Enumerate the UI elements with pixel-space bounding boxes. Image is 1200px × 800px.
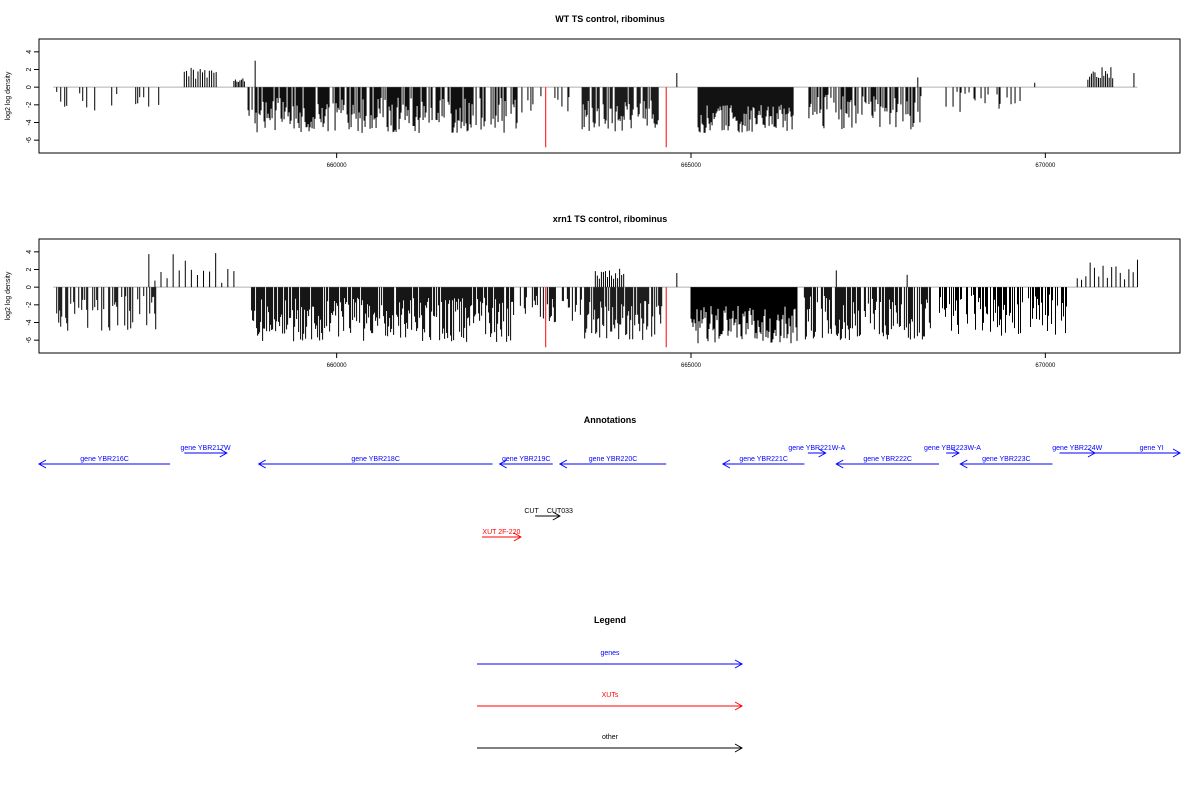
wt-y-tick-label: 4 [26, 50, 33, 54]
legend-item-xuts: XUTs [477, 692, 744, 711]
xrn1-y-tick-label: 4 [26, 250, 33, 254]
feature-track: gene YBR216C gene YBR217W gene YBR218C gene… [37, 445, 1182, 542]
xrn1-y-tick-label: -6 [26, 337, 33, 343]
feature-arrowhead [951, 448, 960, 458]
wt-x-tick-label: 670000 [1035, 163, 1056, 169]
feature-label: XUT 2F-220 [482, 529, 520, 536]
feature-arrowhead [1172, 448, 1182, 458]
feature-label: CUT033 [547, 508, 573, 515]
wt-highlight-bars [545, 87, 667, 148]
xrn1-y-axis: -6 -4 -2 0 2 4 [26, 250, 40, 343]
legend-item-other: other [477, 734, 744, 753]
feature-label: gene YBR217W [181, 445, 231, 452]
wt-y-axis: -6 -4 -2 0 2 4 [26, 50, 40, 143]
xrn1-track-title: xrn1 TS control, ribominus [553, 214, 668, 224]
wt-x-tick-label: 660000 [327, 163, 348, 169]
legend-label: genes [600, 650, 620, 657]
feature-label: gene YBR222C [863, 456, 912, 463]
feature-xut-2f-220: XUT 2F-220 [481, 529, 522, 542]
feature-gene-ybr221c: gene YBR221C [721, 456, 805, 469]
wt-y-axis-label: log2 log density [5, 71, 12, 120]
feature-label: gene YI [1140, 445, 1164, 452]
xrn1-y-tick-label: -4 [26, 319, 33, 325]
xrn1-y-tick-label: 0 [26, 285, 33, 289]
xrn1-x-tick-label: 670000 [1035, 363, 1056, 369]
feature-label: gene YBR223C [982, 456, 1031, 463]
feature-arrowhead [513, 532, 522, 542]
feature-gene-ybr222c: gene YBR222C [835, 456, 940, 469]
feature-cut033: CUT033 [535, 508, 573, 521]
wt-plot-frame [38, 38, 1181, 154]
xrn1-x-tick-label: 665000 [681, 363, 702, 369]
feature-gene-ybr218c: gene YBR218C [257, 456, 493, 469]
feature-gene-ybr223c: gene YBR223C [959, 456, 1053, 469]
legend-title: Legend [594, 615, 626, 625]
legend-panel: Legend genes XUTs other [477, 615, 744, 753]
xrn1-x-tick-label: 660000 [327, 363, 348, 369]
feature-arrowhead [734, 701, 744, 711]
feature-cut: CUT [524, 508, 539, 515]
wt-y-tick-label: -4 [26, 119, 33, 125]
xrn1-x-axis: 660000 665000 670000 [327, 353, 1056, 369]
wt-x-axis: 660000 665000 670000 [327, 153, 1056, 169]
feature-arrowhead [257, 459, 266, 469]
xrn1-highlight-bars [545, 287, 667, 348]
xrn1-y-tick-label: 2 [26, 267, 33, 271]
xrn1-y-axis-label: log2 log density [5, 271, 12, 320]
feature-arrowhead [734, 743, 744, 753]
feature-arrowhead [498, 459, 507, 469]
feature-gene-ybr216c: gene YBR216C [37, 456, 171, 469]
annotations-title: Annotations [584, 415, 637, 425]
feature-arrowhead [959, 459, 968, 469]
feature-label: gene YBR223W-A [924, 445, 981, 452]
legend-items: genes XUTs other [477, 650, 744, 753]
feature-gene-ybr217w: gene YBR217W [181, 445, 231, 458]
wt-track-panel: WT TS control, ribominus log2 log densit… [5, 14, 1181, 169]
wt-y-tick-label: -2 [26, 102, 33, 108]
feature-label: gene YBR218C [351, 456, 400, 463]
feature-gene-ybr219c: gene YBR219C [498, 456, 553, 469]
feature-label: gene YBR224W [1052, 445, 1102, 452]
wt-y-tick-label: 2 [26, 67, 33, 71]
feature-arrowhead [37, 459, 47, 469]
feature-label: gene YBR221C [739, 456, 788, 463]
feature-arrowhead [721, 459, 731, 469]
feature-gene-ybr224w: gene YBR224W [1052, 445, 1103, 458]
feature-arrowhead [219, 448, 228, 458]
xrn1-coverage-bars [56, 253, 1138, 344]
feature-gene-ybr221w-a: gene YBR221W-A [788, 445, 846, 458]
feature-arrowhead [734, 659, 744, 669]
wt-x-tick-label: 665000 [681, 163, 702, 169]
xrn1-y-tick-label: -2 [26, 302, 33, 308]
feature-gene-ybr220c: gene YBR220C [558, 456, 667, 469]
feature-label: CUT [524, 508, 539, 515]
feature-arrowhead [558, 459, 568, 469]
legend-label: XUTs [602, 692, 619, 699]
feature-gene-ybr223w-a: gene YBR223W-A [924, 445, 981, 458]
feature-arrowhead [835, 459, 844, 469]
feature-label: gene YBR219C [502, 456, 551, 463]
xrn1-track-panel: xrn1 TS control, ribominus log2 log dens… [5, 214, 1181, 369]
feature-label: gene YBR221W-A [788, 445, 845, 452]
feature-gene-yi: gene YI [1066, 445, 1182, 458]
wt-coverage-bars [56, 60, 1135, 133]
legend-label: other [602, 734, 619, 741]
feature-arrowhead [552, 511, 561, 521]
feature-label: gene YBR216C [80, 456, 129, 463]
wt-y-tick-label: -6 [26, 137, 33, 143]
wt-track-title: WT TS control, ribominus [555, 14, 665, 24]
wt-y-tick-label: 0 [26, 85, 33, 89]
feature-arrowhead [818, 448, 827, 458]
xrn1-plot-frame [38, 238, 1181, 354]
legend-item-genes: genes [477, 650, 744, 669]
feature-label: gene YBR220C [589, 456, 638, 463]
